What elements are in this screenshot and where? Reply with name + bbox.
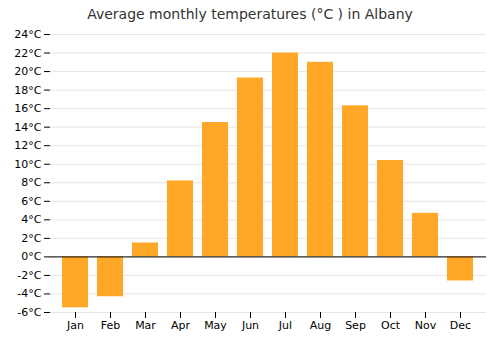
svg-text:Jul: Jul bbox=[278, 319, 292, 332]
svg-text:22°C: 22°C bbox=[14, 47, 41, 60]
svg-text:18°C: 18°C bbox=[14, 84, 41, 97]
svg-text:20°C: 20°C bbox=[14, 65, 41, 78]
svg-text:Oct: Oct bbox=[381, 319, 401, 332]
svg-text:Jan: Jan bbox=[66, 319, 84, 332]
svg-text:-4°C: -4°C bbox=[17, 287, 41, 300]
svg-text:2°C: 2°C bbox=[21, 232, 41, 245]
svg-text:Aug: Aug bbox=[310, 319, 331, 332]
html-text:Average monthly temperatures (: Average monthly temperatures (°C ) in Al… bbox=[87, 6, 413, 22]
svg-text:Jun: Jun bbox=[241, 319, 259, 332]
svg-text:Mar: Mar bbox=[135, 319, 156, 332]
svg-text:16°C: 16°C bbox=[14, 102, 41, 115]
svg-text:-2°C: -2°C bbox=[17, 269, 41, 282]
svg-text:-6°C: -6°C bbox=[17, 306, 41, 319]
svg-text:14°C: 14°C bbox=[14, 121, 41, 134]
svg-text:12°C: 12°C bbox=[14, 139, 41, 152]
svg-text:Nov: Nov bbox=[415, 319, 437, 332]
svg-text:May: May bbox=[204, 319, 227, 332]
svg-text:Feb: Feb bbox=[101, 319, 120, 332]
svg-text:Sep: Sep bbox=[345, 319, 366, 332]
svg-text:8°C: 8°C bbox=[21, 176, 41, 189]
svg-text:0°C: 0°C bbox=[21, 250, 41, 263]
svg-text:4°C: 4°C bbox=[21, 213, 41, 226]
svg-text:6°C: 6°C bbox=[21, 195, 41, 208]
svg-text:Apr: Apr bbox=[171, 319, 191, 332]
svg-text:10°C: 10°C bbox=[14, 158, 41, 171]
svg-text:24°C: 24°C bbox=[14, 28, 41, 41]
svg-text:Dec: Dec bbox=[450, 319, 471, 332]
